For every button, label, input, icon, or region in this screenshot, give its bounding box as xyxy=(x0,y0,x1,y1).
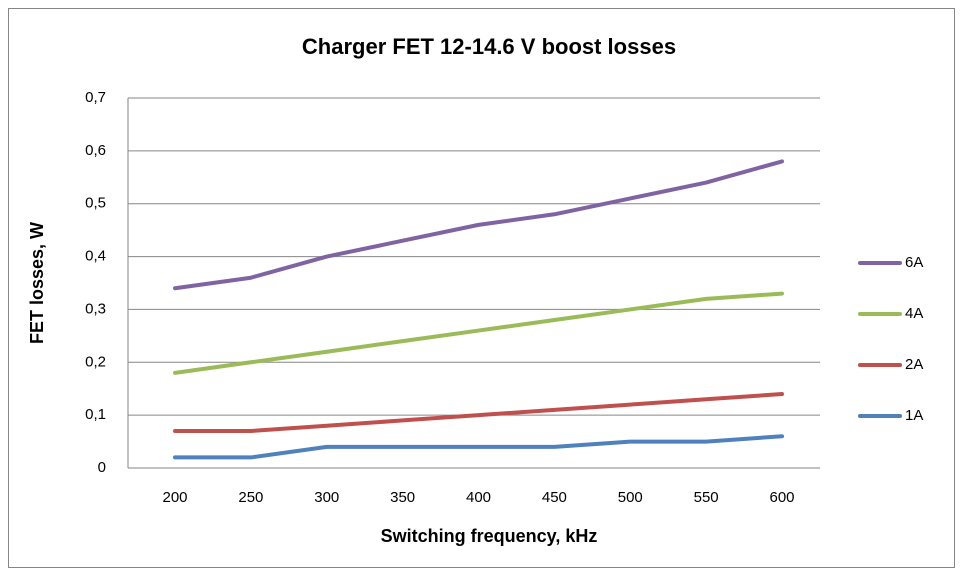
x-tick-label: 250 xyxy=(238,489,263,506)
chart-title: Charger FET 12-14.6 V boost losses xyxy=(302,34,676,59)
series-line xyxy=(173,291,784,375)
chart-border xyxy=(8,8,955,568)
x-tick-label: 200 xyxy=(162,489,187,506)
y-tick-label: 0,7 xyxy=(85,89,106,106)
legend-label: 4A xyxy=(905,305,923,322)
x-axis-label: Switching frequency, kHz xyxy=(381,526,598,546)
x-tick-label: 400 xyxy=(466,489,491,506)
y-tick-label: 0,2 xyxy=(85,353,106,370)
x-tick-label: 600 xyxy=(769,489,794,506)
y-tick-label: 0,4 xyxy=(85,248,106,265)
y-tick-label: 0,6 xyxy=(85,142,106,159)
x-tick-label: 300 xyxy=(314,489,339,506)
y-tick-label: 0,3 xyxy=(85,300,106,317)
y-tick-label: 0 xyxy=(98,459,106,476)
x-tick-label: 500 xyxy=(618,489,643,506)
y-tick-label: 0,1 xyxy=(85,406,106,423)
y-axis-label: FET losses, W xyxy=(27,222,47,344)
series-line xyxy=(173,434,784,460)
y-tick-label: 0,5 xyxy=(85,195,106,212)
legend-label: 6A xyxy=(905,254,923,271)
legend-label: 1A xyxy=(905,407,923,424)
series-line xyxy=(173,159,784,291)
x-tick-label: 350 xyxy=(390,489,415,506)
x-tick-label: 550 xyxy=(694,489,719,506)
x-tick-label: 450 xyxy=(542,489,567,506)
series-line xyxy=(173,392,784,433)
legend-label: 2A xyxy=(905,356,923,373)
